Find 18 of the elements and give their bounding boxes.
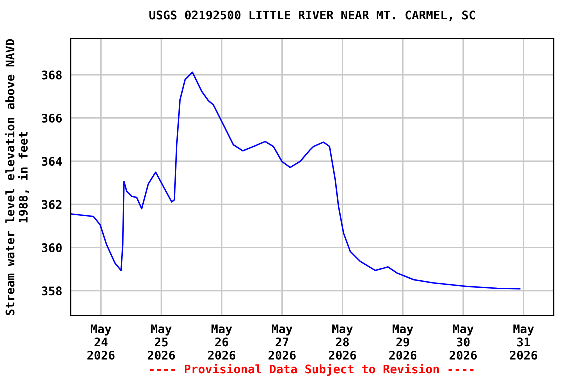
x-tick-label: May 25 2026	[148, 324, 176, 360]
y-tick-label: 368	[42, 70, 62, 80]
chart-title: USGS 02192500 LITTLE RIVER NEAR MT. CARMEL, SC	[150, 10, 476, 22]
y-tick-label: 360	[42, 244, 62, 252]
y-tick-label: 364	[42, 157, 62, 166]
x-tick-label: May 26 2026	[208, 324, 236, 360]
line-series	[71, 72, 521, 290]
x-tick-label: May 29 2026	[390, 324, 417, 360]
text: ---- Provisional Data Subject to Revision ----	[150, 364, 474, 376]
x-tick-label: May 24 2026	[88, 324, 115, 360]
y-tick-label: 358	[42, 286, 62, 296]
x-tick-label: May 27 2026	[268, 324, 296, 360]
y-tick-label: 366	[42, 114, 62, 123]
x-tick-label: May 28 2026	[329, 324, 356, 360]
x-tick-label: May 30 2026	[450, 324, 478, 360]
y-tick-label: 362	[42, 200, 62, 210]
x-tick-label: May 31 2026	[510, 324, 538, 360]
y-axis-title: Stream water level elevation above NAVD 1988, in feet	[4, 39, 30, 316]
